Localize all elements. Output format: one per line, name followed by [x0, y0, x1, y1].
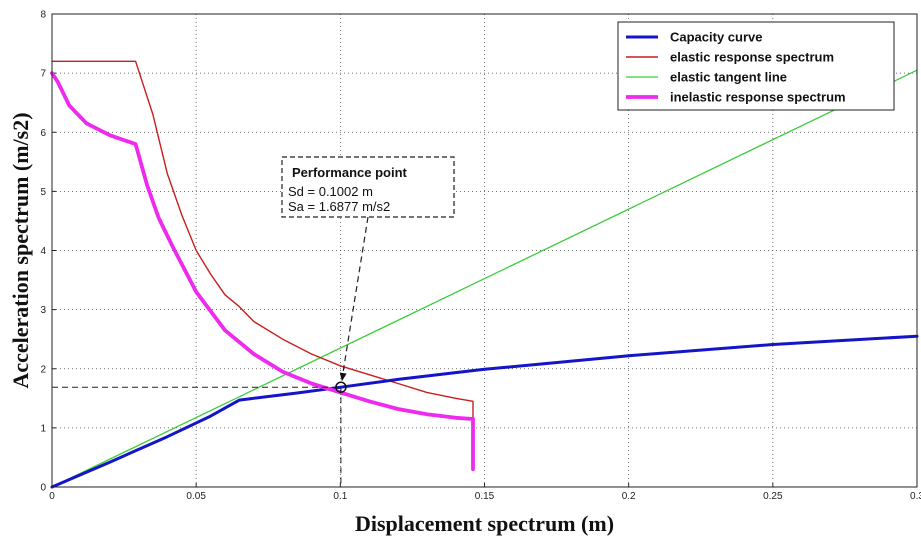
annotation-box: [281, 156, 455, 218]
x-tick-label: 0.25: [763, 491, 783, 502]
y-tick-label: 1: [40, 423, 46, 434]
series-line-inelastic-response-spectrum: [50, 71, 475, 472]
x-tick-label: 0.2: [622, 491, 636, 502]
performance-point-marker: [335, 381, 347, 393]
annotation-sa: Sa = 1.6877 m/s2: [288, 199, 390, 214]
series-lines: [50, 60, 919, 489]
series-line-elastic-response-spectrum: [51, 60, 474, 438]
y-tick-label: 7: [40, 69, 46, 80]
y-tick-label: 2: [40, 364, 46, 375]
x-tick-label: 0.05: [186, 491, 206, 502]
y-tick-label: 3: [40, 305, 46, 316]
y-tick-label: 5: [40, 187, 46, 198]
plot-frame: [51, 13, 918, 488]
y-tick-label: 8: [40, 10, 46, 21]
performance-point-guides: [52, 216, 369, 487]
annotation-arrow-line: [341, 216, 369, 380]
annotation-title: Performance point: [292, 165, 408, 180]
series-line-elastic-tangent-line: [51, 69, 918, 488]
legend-label-capacity-curve: Capacity curve: [670, 30, 763, 45]
y-axis-title: Acceleration spectrum (m/s2): [8, 112, 33, 388]
series-line-capacity-curve: [50, 334, 919, 489]
x-tick-label: 0.1: [333, 491, 347, 502]
x-axis-title: Displacement spectrum (m): [355, 511, 614, 536]
y-tick-label: 4: [40, 246, 46, 257]
x-tick-label: 0: [49, 491, 55, 502]
performance-point-annotation: Performance point Sd = 0.1002 m Sa = 1.6…: [281, 156, 455, 218]
legend-label-elastic-tangent-line: elastic tangent line: [670, 70, 787, 85]
x-tick-label: 0.3: [910, 491, 921, 502]
y-tick-label: 0: [40, 483, 46, 494]
y-tick-label: 6: [40, 128, 46, 139]
legend-label-inelastic-response-spectrum: inelastic response spectrum: [670, 90, 846, 105]
legend: Capacity curve elastic response spectrum e…: [617, 21, 895, 111]
annotation-sd: Sd = 0.1002 m: [288, 184, 373, 199]
legend-label-elastic-response-spectrum: elastic response spectrum: [670, 50, 834, 65]
x-tick-label: 0.15: [475, 491, 495, 502]
legend-box: [617, 21, 895, 111]
annotation-arrow-head: [339, 372, 347, 382]
